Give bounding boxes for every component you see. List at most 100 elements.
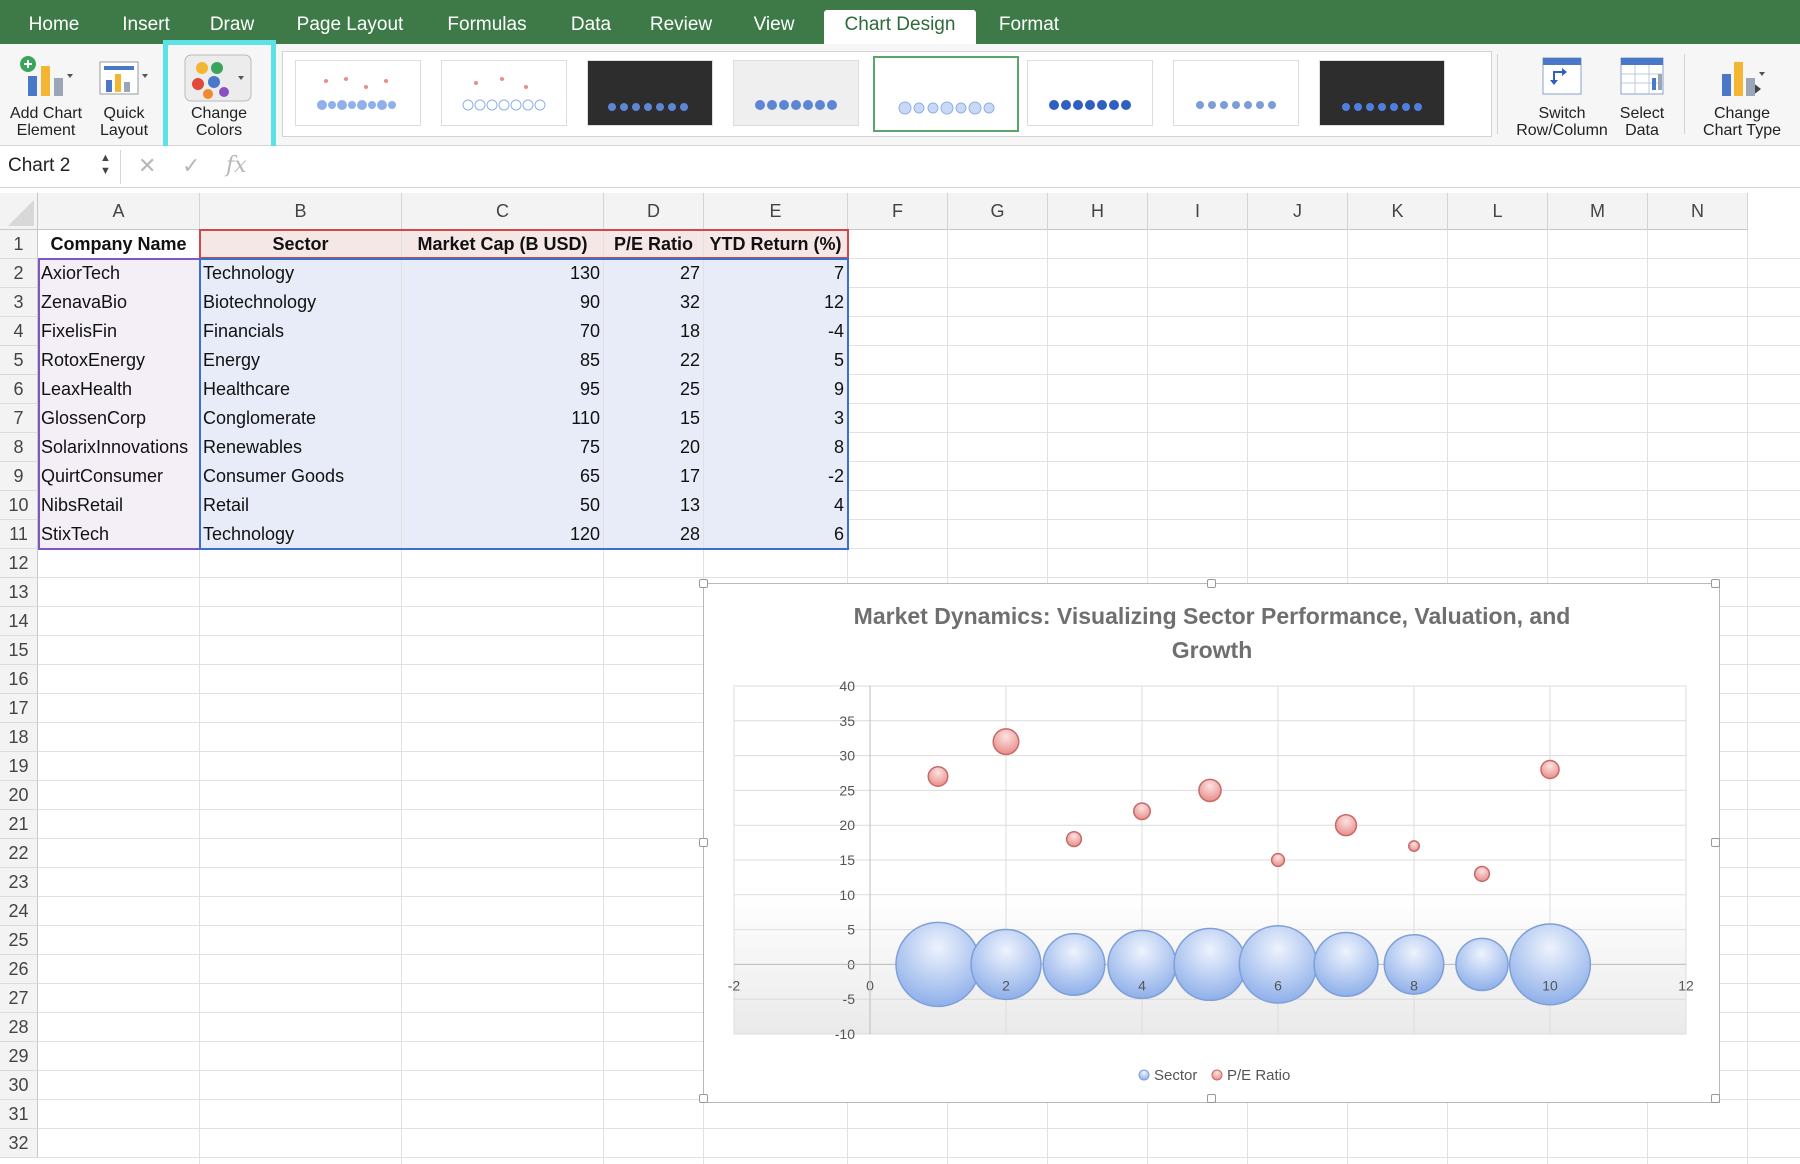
row-header[interactable]: 7 [0,404,38,433]
table-cell[interactable]: ZenavaBio [38,288,199,317]
chart-resize-handle[interactable] [699,838,708,847]
select-all-corner[interactable] [0,193,38,230]
tab-view[interactable]: View [753,14,795,35]
tab-format[interactable]: Format [998,14,1060,35]
table-cell[interactable]: 3 [704,404,847,433]
table-cell[interactable]: 13 [604,491,703,520]
table-cell[interactable]: 9 [704,375,847,404]
worksheet-grid[interactable]: A B C D E F G H I J K L M N 1 2 3 4 5 6 7 8 9 10 11 12 13 14 15 16 17 1… [0,193,1800,1164]
row-header[interactable]: 1 [0,230,38,259]
chart-resize-handle[interactable] [1711,579,1720,588]
column-header[interactable]: N [1648,193,1748,230]
change-colors-button[interactable]: Change Colors [172,44,266,146]
select-data-button[interactable]: Select Data [1612,44,1672,146]
chart-resize-handle[interactable] [1711,838,1720,847]
tab-formulas[interactable]: Formulas [447,14,527,35]
table-cell[interactable]: 27 [604,259,703,288]
table-cell[interactable]: 28 [604,520,703,549]
column-header[interactable]: I [1148,193,1248,230]
tab-chart-design[interactable]: Chart Design [824,10,976,44]
table-cell[interactable]: FixelisFin [38,317,199,346]
header-cell[interactable]: P/E Ratio [604,230,703,259]
chart-resize-handle[interactable] [699,579,708,588]
row-header[interactable]: 28 [0,1013,38,1042]
chart-resize-handle[interactable] [699,1094,708,1103]
tab-data[interactable]: Data [570,14,612,35]
column-header[interactable]: F [848,193,948,230]
row-header[interactable]: 10 [0,491,38,520]
chart-style-1[interactable] [295,60,421,126]
table-cell[interactable]: SolarixInnovations [38,433,199,462]
row-header[interactable]: 21 [0,810,38,839]
row-header[interactable]: 22 [0,839,38,868]
enter-icon[interactable]: ✓ [182,153,201,178]
table-cell[interactable]: LeaxHealth [38,375,199,404]
table-cell[interactable]: 32 [604,288,703,317]
column-header[interactable]: B [200,193,402,230]
header-cell[interactable]: Market Cap (B USD) [402,230,603,259]
row-header[interactable]: 5 [0,346,38,375]
row-header[interactable]: 11 [0,520,38,549]
table-cell[interactable]: NibsRetail [38,491,199,520]
table-cell[interactable]: AxiorTech [38,259,199,288]
row-header[interactable]: 18 [0,723,38,752]
table-cell[interactable]: 18 [604,317,703,346]
row-header[interactable]: 24 [0,897,38,926]
table-cell[interactable]: Biotechnology [200,288,401,317]
chart-style-6[interactable] [1027,60,1153,126]
chart-resize-handle[interactable] [1207,1094,1216,1103]
table-cell[interactable]: 90 [402,288,603,317]
row-header[interactable]: 32 [0,1129,38,1158]
row-header[interactable]: 23 [0,868,38,897]
tab-insert[interactable]: Insert [122,14,170,35]
table-cell[interactable]: 6 [704,520,847,549]
table-cell[interactable]: Financials [200,317,401,346]
table-cell[interactable]: 130 [402,259,603,288]
chart-resize-handle[interactable] [1711,1094,1720,1103]
table-cell[interactable]: Healthcare [200,375,401,404]
column-header[interactable]: C [402,193,604,230]
name-box[interactable]: Chart 2 [8,155,71,176]
table-cell[interactable]: Consumer Goods [200,462,401,491]
tab-draw[interactable]: Draw [209,14,255,35]
switch-row-column-button[interactable]: Switch Row/Column [1510,44,1614,146]
table-cell[interactable]: Retail [200,491,401,520]
row-header[interactable]: 20 [0,781,38,810]
table-cell[interactable]: 95 [402,375,603,404]
table-cell[interactable]: 75 [402,433,603,462]
column-header[interactable]: L [1448,193,1548,230]
row-header[interactable]: 17 [0,694,38,723]
header-cell[interactable]: YTD Return (%) [704,230,847,259]
row-header[interactable]: 3 [0,288,38,317]
chart-style-8[interactable] [1319,60,1445,126]
table-cell[interactable]: 15 [604,404,703,433]
row-header[interactable]: 14 [0,607,38,636]
table-cell[interactable]: 4 [704,491,847,520]
cancel-icon[interactable]: ✕ [138,153,157,178]
table-cell[interactable]: QuirtConsumer [38,462,199,491]
change-chart-type-button[interactable]: Change Chart Type [1690,44,1794,146]
column-header[interactable]: G [948,193,1048,230]
header-cell[interactable]: Company Name [38,230,199,259]
row-header[interactable]: 30 [0,1071,38,1100]
bubble-chart[interactable]: Market Dynamics: Visualizing Sector Perf… [699,579,1720,1103]
add-chart-element-button[interactable]: Add Chart Element [4,44,88,146]
column-header[interactable]: A [38,193,200,230]
tab-page-layout[interactable]: Page Layout [296,14,404,35]
row-header[interactable]: 4 [0,317,38,346]
table-cell[interactable]: 65 [402,462,603,491]
table-cell[interactable]: 12 [704,288,847,317]
row-header[interactable]: 19 [0,752,38,781]
row-header[interactable]: 26 [0,955,38,984]
row-header[interactable]: 25 [0,926,38,955]
row-header[interactable]: 9 [0,462,38,491]
name-box-stepper-icon[interactable]: ▲ ▼ [100,152,111,177]
row-header[interactable]: 8 [0,433,38,462]
table-cell[interactable]: GlossenCorp [38,404,199,433]
chart-style-4[interactable] [733,60,859,126]
chart-resize-handle[interactable] [1207,579,1216,588]
table-cell[interactable]: StixTech [38,520,199,549]
table-cell[interactable]: 5 [704,346,847,375]
table-cell[interactable]: Conglomerate [200,404,401,433]
table-cell[interactable]: -4 [704,317,847,346]
